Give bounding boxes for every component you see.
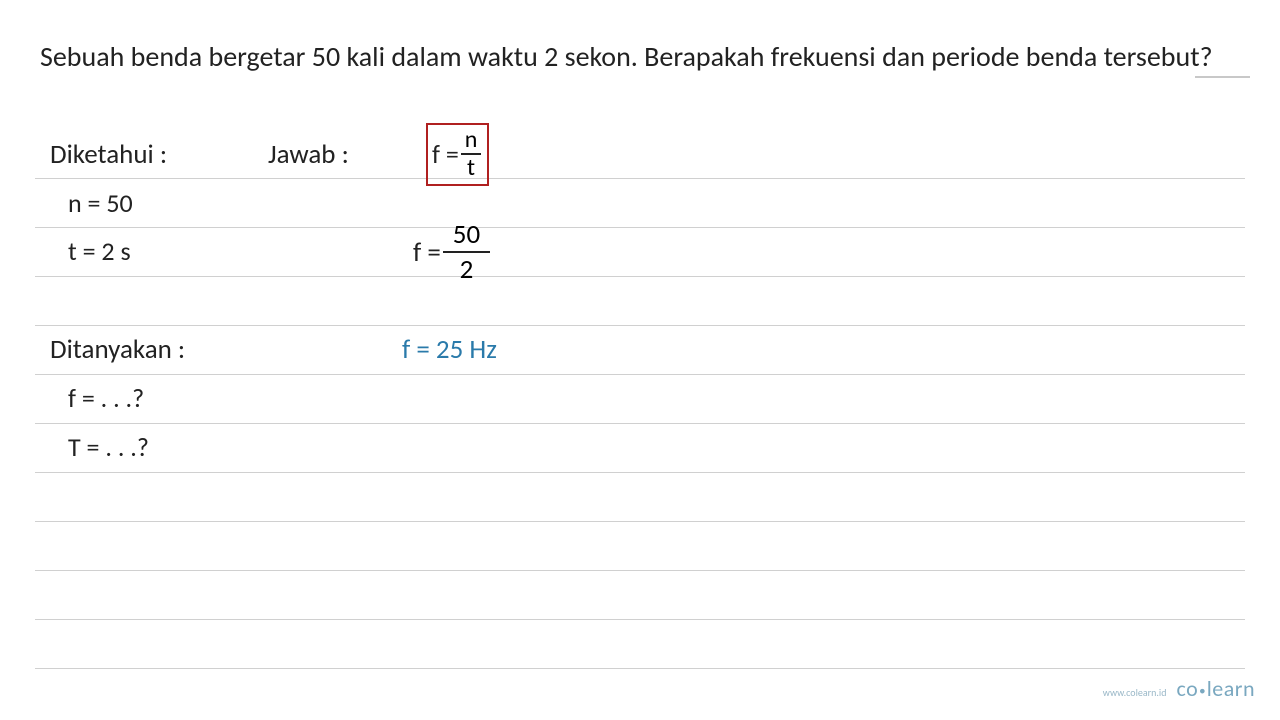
page-mark	[1195, 76, 1250, 78]
calc-fraction: 50 2	[443, 220, 490, 285]
work-area: Diketahui : n = 50 t = 2 s Jawab : f = n…	[40, 120, 1240, 520]
footer: www.colearn.id co●learn	[1103, 675, 1255, 702]
footer-logo: co●learn	[1176, 675, 1255, 702]
formula-numerator: n	[461, 127, 482, 155]
calc-lhs: f =	[413, 236, 441, 269]
diketahui-label: Diketahui :	[50, 138, 167, 171]
given-t: t = 2 s	[68, 235, 131, 267]
formula-lhs: f =	[432, 138, 459, 170]
formula-fraction: n t	[461, 127, 482, 182]
calc-numerator: 50	[443, 220, 490, 254]
jawab-label: Jawab :	[268, 138, 349, 171]
footer-url: www.colearn.id	[1103, 686, 1167, 699]
given-n: n = 50	[68, 187, 133, 219]
formula-denominator: t	[463, 155, 479, 181]
question-text: Sebuah benda bergetar 50 kali dalam wakt…	[40, 35, 1240, 80]
formula-box: f = n t	[426, 123, 489, 186]
asked-f: f = . . .?	[68, 382, 144, 414]
ditanyakan-label: Ditanyakan :	[50, 333, 185, 366]
asked-T: T = . . .?	[68, 431, 149, 463]
calc-denominator: 2	[450, 253, 484, 285]
calculation-line: f = 50 2	[413, 220, 490, 285]
result: f = 25 Hz	[402, 333, 497, 366]
